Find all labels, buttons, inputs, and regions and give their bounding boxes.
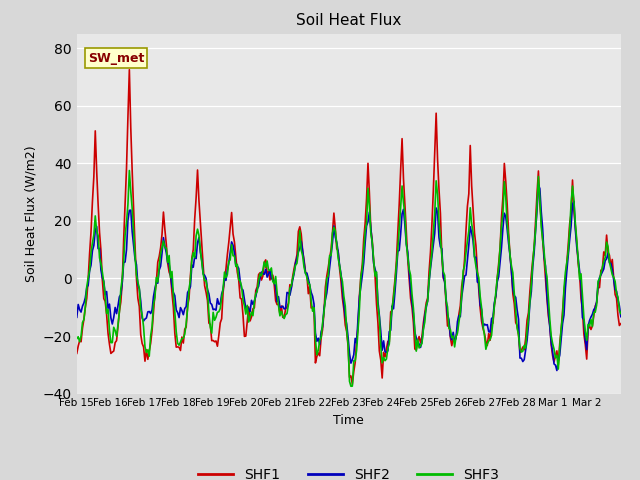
SHF3 (356, 305, 364, 311)
SHF1 (617, 321, 625, 326)
SHF2 (534, 182, 542, 188)
SHF2 (353, 340, 360, 346)
SHF3 (617, 311, 625, 316)
SHF3 (616, 307, 623, 313)
SHF3 (108, 340, 116, 346)
SHF1 (73, 350, 81, 356)
SHF1 (356, 292, 364, 298)
SHF2 (92, 228, 99, 233)
SHF3 (463, 238, 471, 244)
SHF2 (553, 368, 561, 373)
Line: SHF3: SHF3 (77, 170, 621, 386)
SHF3 (92, 213, 99, 219)
Y-axis label: Soil Heat Flux (W/m2): Soil Heat Flux (W/m2) (24, 145, 37, 282)
SHF2 (617, 314, 625, 320)
SHF2 (543, 293, 551, 299)
SHF3 (125, 168, 133, 173)
Bar (77, 163, 621, 336)
SHF2 (73, 314, 81, 320)
Line: SHF2: SHF2 (77, 185, 621, 371)
SHF1 (349, 382, 356, 387)
Line: SHF1: SHF1 (77, 70, 621, 384)
SHF1 (545, 313, 552, 319)
Text: SW_met: SW_met (88, 51, 144, 65)
SHF3 (347, 384, 355, 389)
SHF3 (545, 296, 552, 301)
SHF1 (125, 67, 133, 72)
SHF1 (108, 349, 116, 355)
SHF2 (108, 321, 116, 327)
SHF2 (461, 273, 468, 279)
SHF3 (73, 336, 81, 342)
SHF2 (616, 303, 623, 309)
SHF1 (92, 128, 99, 134)
X-axis label: Time: Time (333, 414, 364, 427)
Legend: SHF1, SHF2, SHF3: SHF1, SHF2, SHF3 (193, 462, 505, 480)
SHF1 (463, 204, 471, 209)
SHF1 (616, 323, 623, 328)
Title: Soil Heat Flux: Soil Heat Flux (296, 13, 401, 28)
